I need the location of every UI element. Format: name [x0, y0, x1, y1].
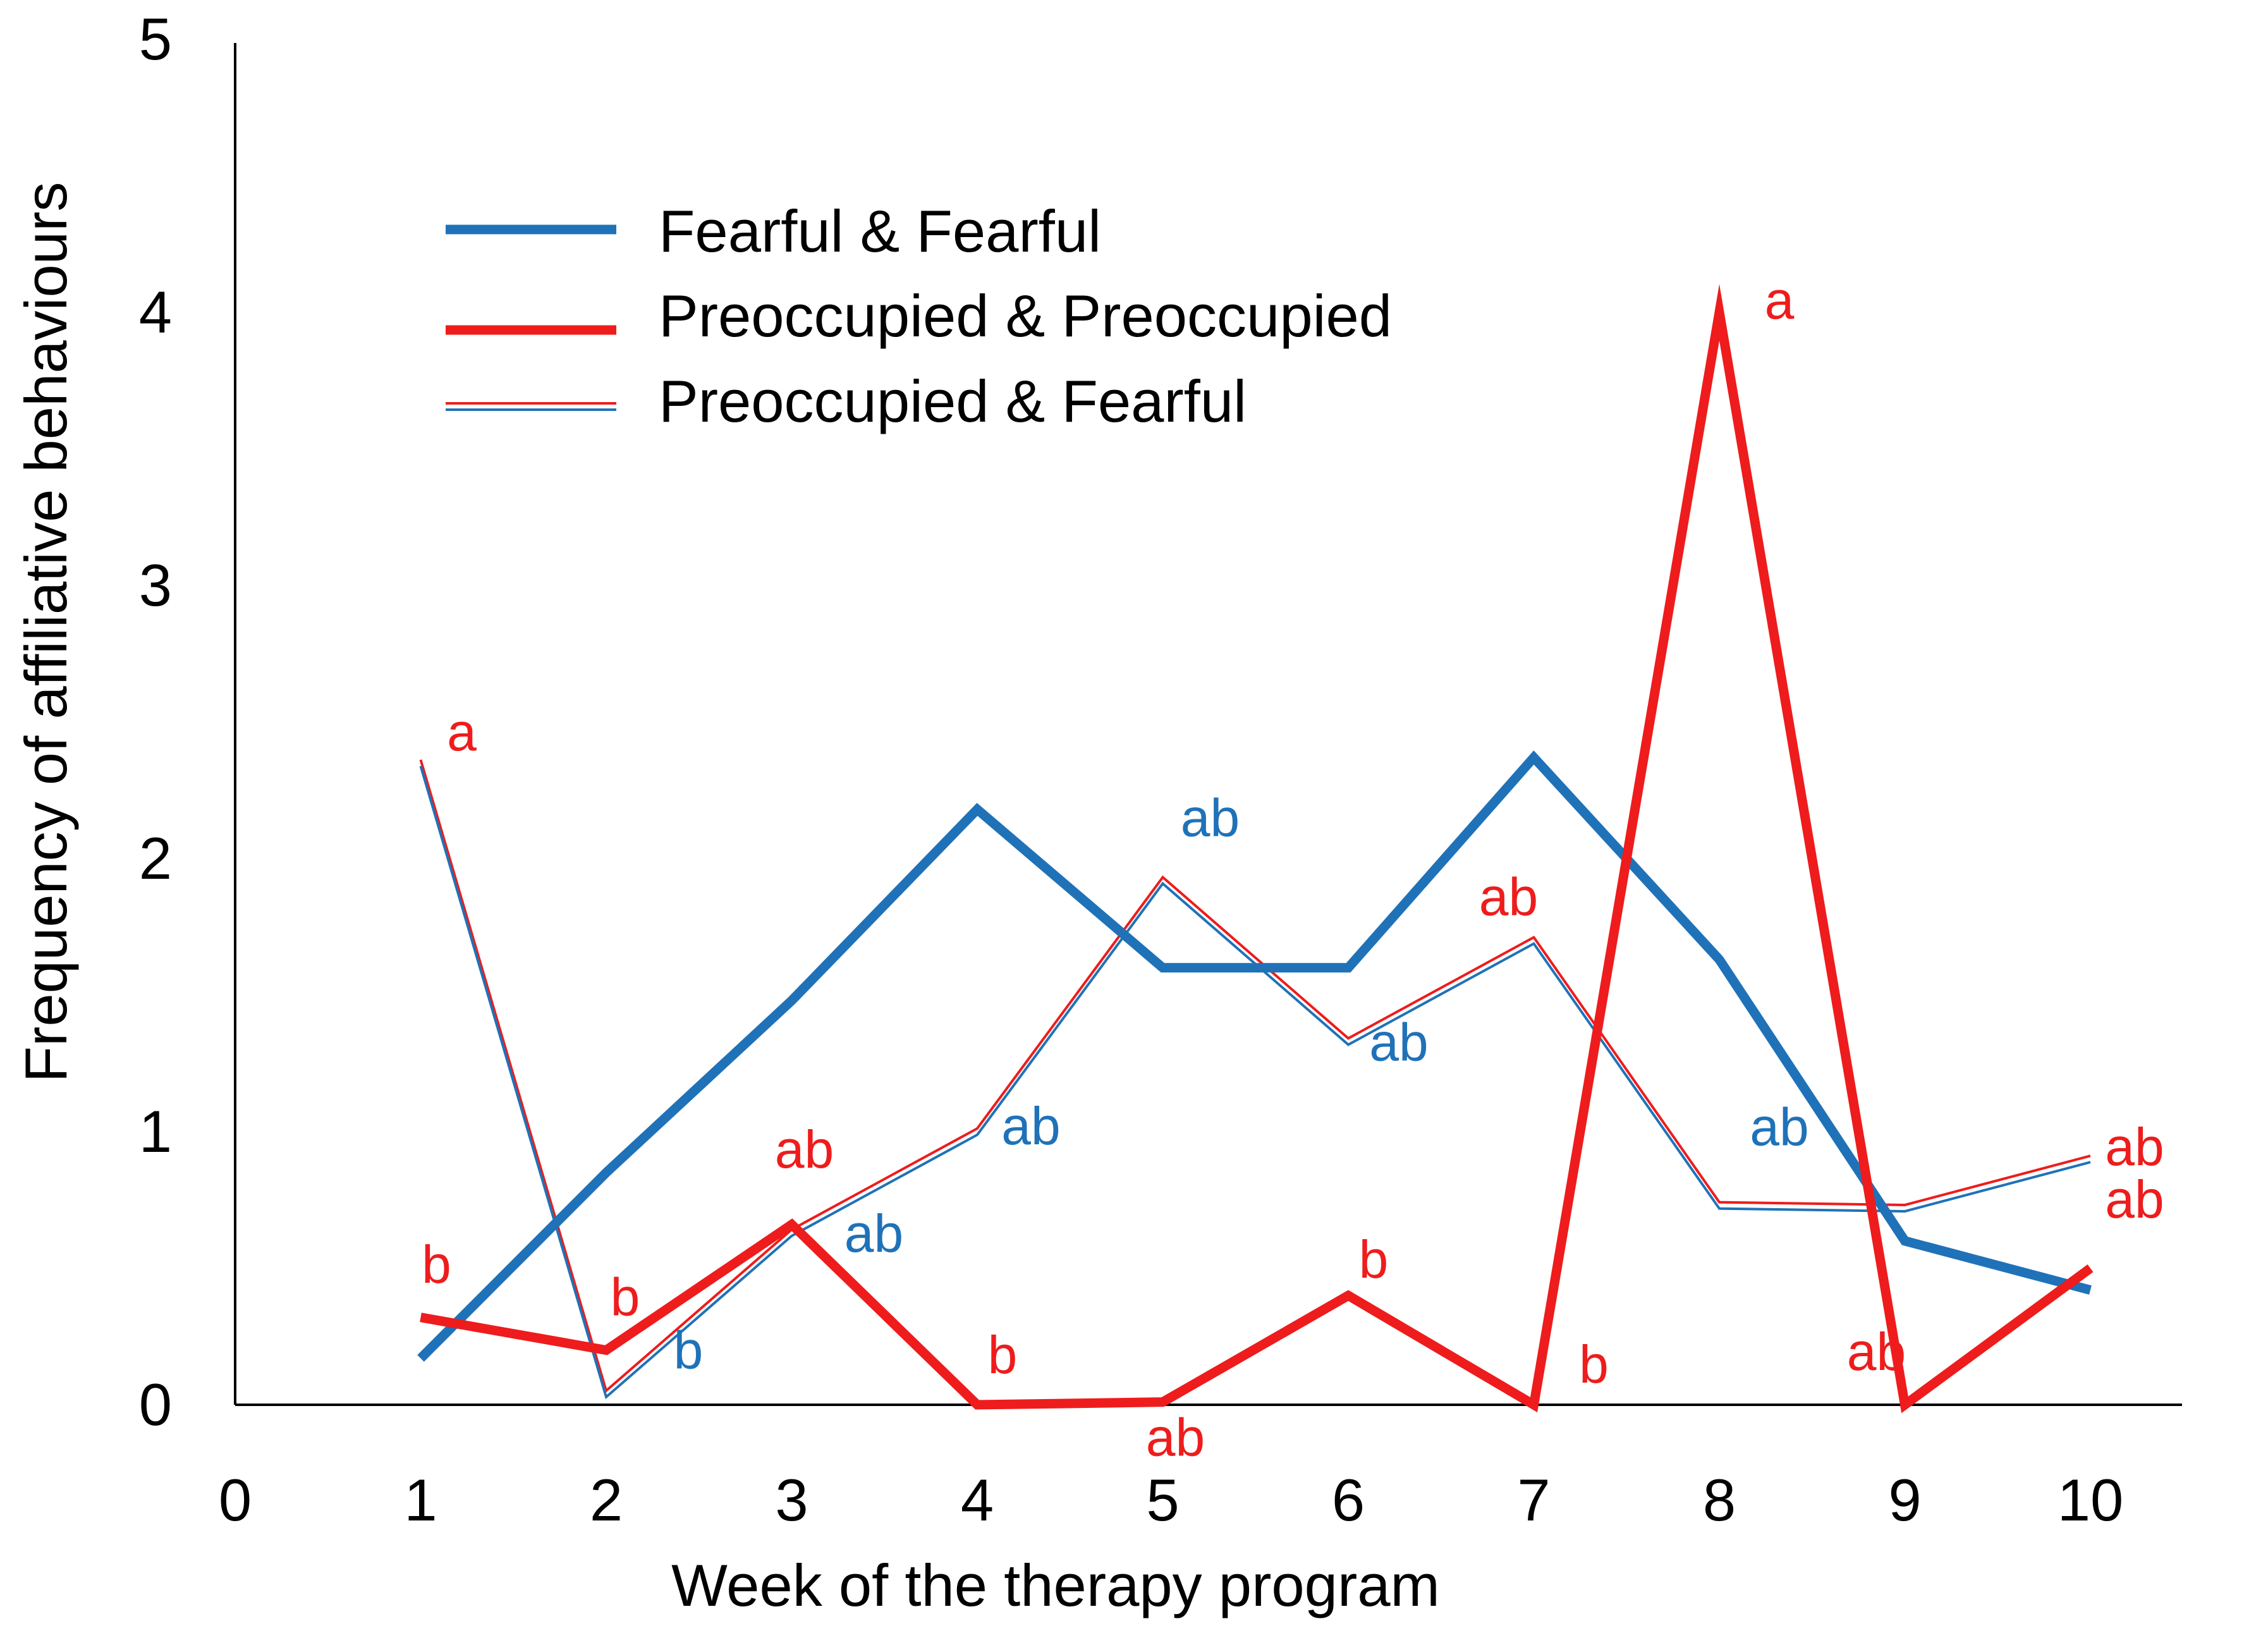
- significance-label: ab: [1479, 867, 1538, 927]
- series-line-red-edge: [419, 759, 2091, 1393]
- data-point: [976, 1404, 979, 1406]
- data-point: [1718, 311, 1721, 314]
- x-tick-label: 4: [961, 1467, 994, 1533]
- x-tick-label: 8: [1703, 1467, 1736, 1533]
- significance-label: ab: [844, 1204, 903, 1263]
- data-point: [1162, 967, 1164, 969]
- data-point: [1718, 958, 1721, 961]
- data-point: [1347, 1294, 1350, 1297]
- x-tick-label: 1: [404, 1467, 437, 1533]
- legend-label-preoccupied-preoccupied: Preoccupied & Preoccupied: [659, 283, 1392, 349]
- data-point: [2089, 1267, 2092, 1269]
- data-point: [1533, 1404, 1535, 1406]
- data-point: [976, 1130, 979, 1133]
- significance-label: ab: [2105, 1117, 2164, 1177]
- y-tick-labels: 0 1 2 3 4 5: [139, 6, 172, 1438]
- data-point: [1347, 1040, 1350, 1043]
- legend-item-fearful-fearful: Fearful & Fearful: [446, 198, 1101, 264]
- x-tick-label: 10: [2058, 1467, 2124, 1533]
- significance-label: ab: [2105, 1170, 2164, 1229]
- x-tick-label: 2: [590, 1467, 623, 1533]
- significance-label: ab: [1146, 1408, 1205, 1467]
- significance-label: b: [422, 1235, 451, 1294]
- data-point: [976, 808, 979, 810]
- data-point: [1904, 1240, 1906, 1242]
- data-point: [605, 1393, 607, 1395]
- significance-label: b: [674, 1321, 704, 1380]
- significance-label: a: [447, 702, 477, 762]
- y-tick-label: 1: [139, 1098, 172, 1165]
- legend-item-preoccupied-preoccupied: Preoccupied & Preoccupied: [446, 283, 1392, 349]
- series-layer: [417, 284, 2094, 1414]
- data-point: [1533, 756, 1535, 759]
- x-tick-label: 5: [1146, 1467, 1179, 1533]
- data-point: [420, 762, 422, 764]
- x-tick-labels: 0 1 2 3 4 5 6 7 8 9 10: [219, 1467, 2123, 1533]
- x-tick-label: 9: [1888, 1467, 1921, 1533]
- data-point: [420, 1316, 422, 1319]
- data-point: [791, 1223, 793, 1226]
- significance-label: b: [1579, 1335, 1609, 1394]
- data-point: [1718, 1204, 1721, 1207]
- series-preoccupied-preoccupied: [420, 284, 2094, 1414]
- legend: Fearful & Fearful Preoccupied & Preoccup…: [446, 198, 1392, 434]
- significance-label: ab: [1750, 1098, 1808, 1157]
- data-point: [605, 1171, 607, 1174]
- significance-label: ab: [1369, 1012, 1428, 1072]
- x-axis-title: Week of the therapy program: [671, 1552, 1440, 1618]
- x-tick-label: 6: [1332, 1467, 1365, 1533]
- series-line: [417, 750, 2092, 1362]
- data-point: [2089, 1158, 2092, 1160]
- significance-label: b: [988, 1325, 1018, 1385]
- y-tick-label: 0: [139, 1371, 172, 1438]
- series-fearful-fearful: [417, 750, 2092, 1362]
- data-point: [420, 1357, 422, 1360]
- significance-label: b: [1359, 1230, 1389, 1289]
- legend-label-preoccupied-fearful: Preoccupied & Fearful: [659, 368, 1247, 434]
- data-point: [1904, 1207, 1906, 1209]
- x-tick-label: 7: [1517, 1467, 1550, 1533]
- y-tick-label: 3: [139, 552, 172, 618]
- significance-label: ab: [1001, 1096, 1060, 1156]
- series-line: [420, 284, 2094, 1414]
- y-tick-label: 2: [139, 825, 172, 891]
- data-point: [2089, 1289, 2092, 1292]
- x-tick-label: 3: [775, 1467, 808, 1533]
- y-tick-label: 5: [139, 6, 172, 72]
- data-point: [791, 1000, 793, 1002]
- legend-item-preoccupied-fearful: Preoccupied & Fearful: [446, 368, 1247, 434]
- significance-label: b: [611, 1268, 640, 1327]
- x-tick-label: 0: [219, 1467, 252, 1533]
- significance-label: ab: [1181, 788, 1240, 848]
- data-point: [1347, 967, 1350, 969]
- data-point: [1533, 939, 1535, 942]
- y-axis-title: Frequency of affiliative behaviours: [13, 182, 79, 1083]
- y-tick-label: 4: [139, 279, 172, 345]
- significance-label: a: [1765, 271, 1795, 330]
- data-point: [605, 1349, 607, 1352]
- data-point: [1162, 1401, 1164, 1404]
- data-point: [1904, 1404, 1906, 1406]
- legend-label-fearful-fearful: Fearful & Fearful: [659, 198, 1101, 264]
- axes: [234, 43, 2182, 1406]
- significance-label: ab: [1847, 1322, 1906, 1381]
- data-point: [1162, 879, 1164, 882]
- significance-label: ab: [775, 1120, 834, 1179]
